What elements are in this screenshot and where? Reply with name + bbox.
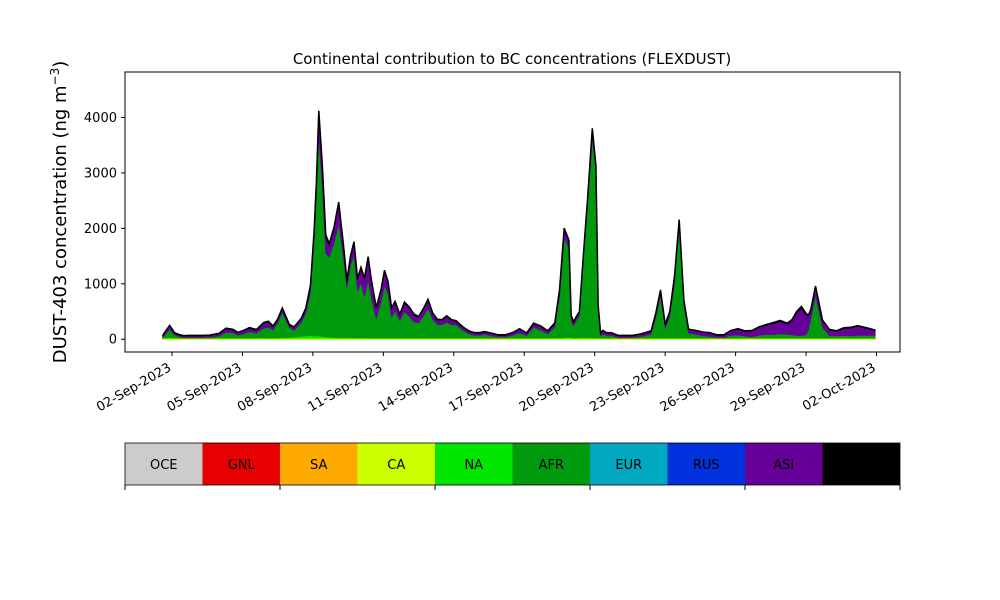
y-tick-label: 4000 (84, 111, 117, 126)
legend-label-rus: RUS (693, 458, 720, 473)
x-tick-label: 29-Sep-2023 (728, 360, 808, 415)
legend-label-asi: ASI (773, 458, 794, 473)
y-axis-label-main: DUST-403 concentration (ng m (50, 85, 71, 363)
x-tick-label: 14-Sep-2023 (376, 360, 456, 415)
chart-title: Continental contribution to BC concentra… (293, 50, 731, 68)
area-series-afr (162, 136, 876, 340)
legend-label-na: NA (464, 458, 483, 473)
legend-label-eur: EUR (615, 458, 642, 473)
x-tick-label: 02-Oct-2023 (800, 360, 878, 414)
y-tick-label: 1000 (84, 277, 117, 292)
y-tick-label: 2000 (84, 222, 117, 237)
x-tick-label: 26-Sep-2023 (658, 360, 738, 415)
legend-label-oce: OCE (150, 458, 178, 473)
series-layer (161, 110, 876, 340)
legend-label-sa: SA (310, 458, 327, 473)
x-tick-label: 11-Sep-2023 (306, 360, 386, 415)
x-tick-label: 08-Sep-2023 (235, 360, 315, 415)
legend-swatch-na (435, 443, 513, 485)
y-axis-label: DUST-403 concentration (ng m−3) (48, 61, 71, 364)
legend-frame (124, 442, 901, 486)
legend-swatch-gnl (202, 443, 280, 485)
area-series-aus (162, 110, 876, 337)
area-series-asi (162, 114, 876, 339)
legend-label-aus: AUS (848, 458, 875, 473)
y-tick-label: 0 (109, 333, 117, 348)
y-axis-label-sup: −3 (48, 68, 62, 86)
color-legend: OCE GNL SA CA NA AFR EUR RUS ASI AUS (124, 442, 901, 490)
total-line (161, 110, 876, 337)
x-tick-label: 05-Sep-2023 (165, 360, 245, 415)
legend-swatch-oce (125, 443, 203, 485)
plot-frame (124, 71, 901, 353)
x-tick-label: 17-Sep-2023 (446, 360, 526, 415)
x-tick-label: 23-Sep-2023 (587, 360, 667, 415)
y-axis-label-close: ) (50, 61, 71, 68)
legend-swatch-eur (590, 443, 668, 485)
legend-label-ca: CA (387, 458, 405, 473)
legend-label-gnl: GNL (228, 458, 256, 473)
legend-swatch-rus (667, 443, 745, 485)
x-tick-label: 20-Sep-2023 (517, 360, 597, 415)
legend-label-afr: AFR (539, 458, 564, 473)
x-axis: 02-Sep-202305-Sep-202308-Sep-202311-Sep-… (94, 352, 879, 415)
legend-swatch-asi (745, 443, 823, 485)
legend-swatch-afr (512, 443, 590, 485)
y-tick-label: 3000 (84, 166, 117, 181)
x-tick-label: 02-Sep-2023 (94, 360, 174, 415)
legend-swatch-ca (357, 443, 435, 485)
legend-swatch-sa (280, 443, 358, 485)
legend-swatch-aus (822, 443, 900, 485)
y-axis: 0 1000 2000 3000 4000 (84, 111, 125, 348)
